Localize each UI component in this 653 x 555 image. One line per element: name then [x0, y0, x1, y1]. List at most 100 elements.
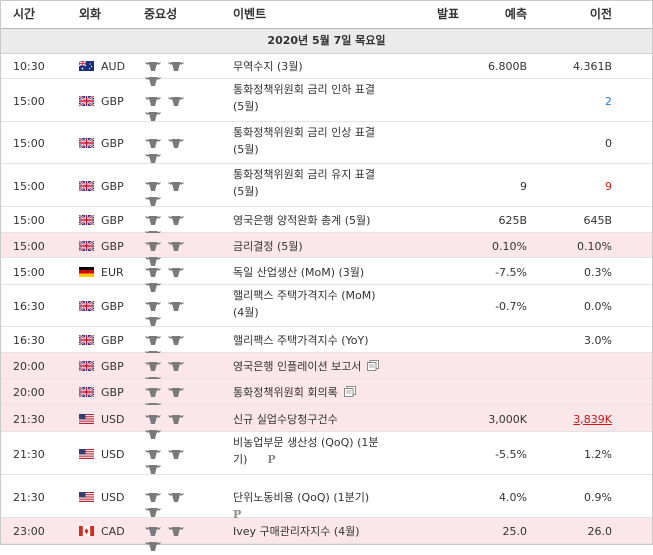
event-name-line1: 핼리팩스 주택가격지수 (MoM): [233, 289, 376, 302]
header-currency[interactable]: 외화: [79, 7, 102, 21]
event-name[interactable]: 단위노동비용 (QoQ) (1분기) P: [233, 489, 413, 523]
event-name-line1: 통화정책위원회 금리 인하 표결: [233, 83, 376, 96]
event-row[interactable]: 16:30 GBP 핼리팩스 주택가격지수 (YoY) 3.0%: [1, 327, 652, 360]
event-name[interactable]: 통화정책위원회 회의록: [233, 384, 413, 402]
event-name[interactable]: 핼리팩스 주택가격지수 (YoY): [233, 332, 413, 349]
bull-icon: [144, 507, 162, 521]
event-name-line2: (5월): [233, 185, 259, 198]
event-time: 21:30: [13, 447, 45, 461]
event-row[interactable]: 15:00 EUR 독일 산업생산 (MoM) (3월) -7.5% 0.3%: [1, 258, 652, 292]
currency-code: AUD: [101, 60, 126, 73]
event-row[interactable]: 10:30 AUD 무역수지 (3월) 6.800B 4.361B: [1, 53, 652, 86]
event-time: 16:30: [13, 334, 45, 347]
event-row[interactable]: 23:00 CAD Ivey 구매관리자지수 (4월) 25.0 26.0: [1, 518, 652, 551]
event-row[interactable]: 20:00 GBP 영국은행 인플레이션 보고서: [1, 353, 652, 386]
event-name-line1: 독일 산업생산 (MoM) (3월): [233, 265, 365, 279]
currency-code: USD: [101, 412, 125, 426]
bull-icon: [167, 139, 185, 152]
event-name[interactable]: 비농업부문 생산성 (QoQ) (1분 기) P: [233, 434, 413, 468]
bull-icon: [144, 111, 162, 125]
uk-flag: [78, 300, 95, 312]
forecast-value: 0.10%: [492, 239, 527, 253]
header-actual[interactable]: 발표: [437, 7, 460, 21]
preliminary-marker: P: [233, 507, 242, 521]
bull-icon: [144, 429, 162, 443]
importance-bulls: [144, 448, 210, 474]
bull-icon: [144, 414, 162, 428]
event-time: 15:00: [13, 239, 45, 253]
event-row[interactable]: 15:00 GBP 통화정책위원회 금리 인하 표결 (5월) 2: [1, 79, 652, 122]
bull-icon: [144, 241, 162, 255]
event-name[interactable]: 통화정책위원회 금리 인상 표결 (5월): [233, 124, 413, 158]
event-name[interactable]: 무역수지 (3월): [233, 58, 413, 75]
report-document-icon[interactable]: [343, 385, 356, 402]
bull-icon: [144, 464, 162, 478]
event-name-line1: 단위노동비용 (QoQ) (1분기): [233, 490, 370, 504]
bull-icon: [144, 256, 162, 270]
event-name[interactable]: 통화정책위원회 금리 유지 표결 (5월): [233, 166, 413, 200]
event-row[interactable]: 21:30 USD 비농업부문 생산성 (QoQ) (1분 기) P -5.5% 1.2%: [1, 432, 652, 475]
bull-icon: [144, 527, 162, 540]
report-document-icon[interactable]: [367, 359, 380, 376]
event-name[interactable]: 핼리팩스 주택가격지수 (MoM) (4월): [233, 287, 413, 321]
event-name-line2: (5월): [233, 100, 259, 113]
previous-value: 0.0%: [584, 300, 612, 313]
forecast-value: 3,000K: [488, 412, 527, 426]
previous-value: 2: [605, 94, 612, 108]
preliminary-marker: P: [267, 453, 276, 466]
importance-bulls: [144, 137, 210, 163]
event-name[interactable]: 독일 산업생산 (MoM) (3월): [233, 264, 413, 281]
forecast-value: 9: [520, 179, 527, 193]
event-time: 15:00: [13, 137, 45, 150]
previous-value: 645B: [583, 214, 612, 227]
germany-flag: [79, 266, 94, 277]
importance-bulls: [144, 95, 210, 121]
header-previous[interactable]: 이전: [589, 7, 612, 21]
bull-icon: [144, 96, 162, 110]
event-name-line1: 금리결정 (5월): [233, 239, 303, 253]
event-name[interactable]: 신규 실업수당청구건수: [233, 411, 413, 428]
header-event[interactable]: 이벤트: [233, 7, 267, 21]
event-time: 23:00: [13, 525, 45, 538]
event-time: 15:00: [13, 179, 45, 193]
event-name[interactable]: 영국은행 인플레이션 보고서: [233, 358, 413, 376]
bull-icon: [144, 139, 162, 152]
importance-bulls: [144, 491, 210, 517]
event-name[interactable]: 금리결정 (5월): [233, 238, 413, 255]
event-time: 16:30: [13, 300, 45, 313]
event-name[interactable]: Ivey 구매관리자지수 (4월): [233, 523, 413, 540]
event-row[interactable]: 20:00 GBP 통화정책위원회 회의록: [1, 379, 652, 412]
event-name[interactable]: 통화정책위원회 금리 인하 표결 (5월): [233, 81, 413, 115]
event-row[interactable]: 15:00 GBP 금리결정 (5월) 0.10% 0.10%: [1, 233, 652, 266]
event-time: 21:30: [13, 490, 45, 504]
event-row[interactable]: 15:00 GBP 영국은행 양적완화 총계 (5월) 625B 645B: [1, 207, 652, 240]
previous-value: 9: [605, 179, 612, 193]
event-row[interactable]: 21:30 USD 신규 실업수당청구건수 3,000K 3,839K: [1, 405, 652, 439]
bull-icon: [144, 77, 162, 90]
event-row[interactable]: 16:30 GBP 핼리팩스 주택가격지수 (MoM) (4월) -0.7% 0.0%: [1, 285, 652, 327]
bull-icon: [144, 542, 162, 555]
bull-icon: [167, 267, 185, 281]
event-name-line1: 신규 실업수당청구건수: [233, 412, 338, 426]
bull-icon: [144, 336, 162, 349]
header-time[interactable]: 시간: [13, 7, 36, 21]
header-forecast[interactable]: 예측: [504, 7, 527, 21]
bull-icon: [167, 362, 185, 375]
event-row[interactable]: 21:30 USD 단위노동비용 (QoQ) (1분기) P 4.0% 0.9%: [1, 475, 652, 521]
currency-code: GBP: [101, 386, 124, 399]
bull-icon: [144, 492, 162, 506]
event-name-line2: (5월): [233, 143, 259, 156]
importance-bulls: [144, 60, 210, 86]
forecast-value: 6.800B: [487, 60, 527, 73]
header-importance[interactable]: 중요성: [144, 7, 178, 21]
event-time: 20:00: [13, 386, 45, 399]
bull-icon: [144, 362, 162, 375]
usa-flag: [79, 448, 94, 459]
uk-flag: [78, 179, 95, 192]
bull-icon: [144, 282, 162, 296]
bull-icon: [144, 267, 162, 281]
importance-bulls: [144, 266, 210, 292]
event-row[interactable]: 15:00 GBP 통화정책위원회 금리 인상 표결 (5월) 0: [1, 122, 652, 164]
event-name[interactable]: 영국은행 양적완화 총계 (5월): [233, 212, 413, 229]
event-row[interactable]: 15:00 GBP 통화정책위원회 금리 유지 표결 (5월) 9 9: [1, 164, 652, 207]
